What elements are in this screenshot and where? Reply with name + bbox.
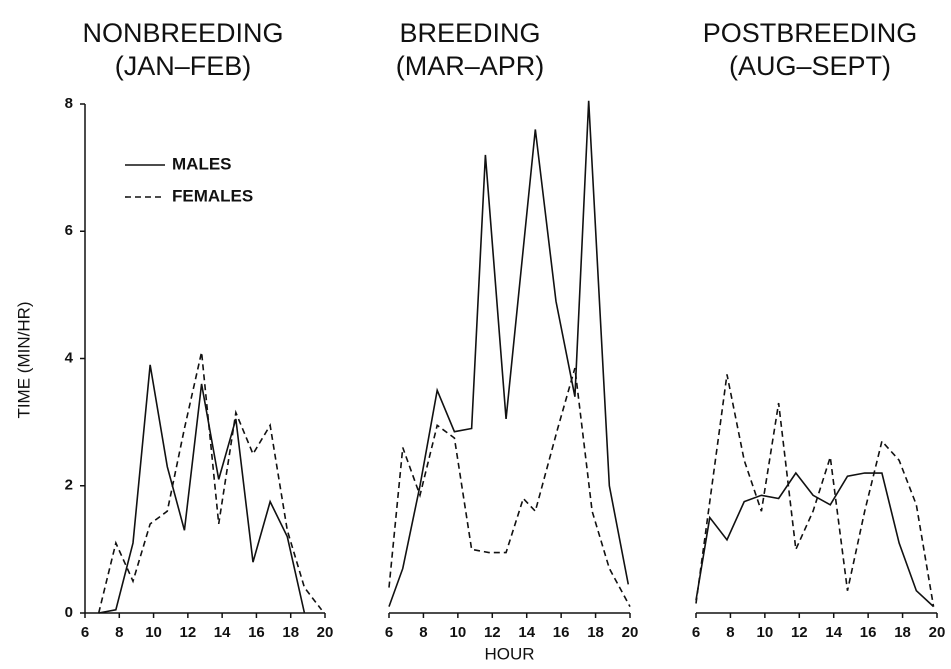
x-tick-label: 20 bbox=[622, 624, 639, 641]
panel-subtitle: (JAN–FEB) bbox=[115, 51, 252, 81]
y-tick-label: 6 bbox=[65, 222, 73, 239]
x-tick-label: 6 bbox=[692, 624, 700, 641]
panel-title: POSTBREEDING bbox=[703, 18, 918, 48]
x-tick-label: 16 bbox=[860, 624, 877, 641]
x-tick-label: 8 bbox=[726, 624, 734, 641]
panel-subtitle: (MAR–APR) bbox=[396, 51, 545, 81]
x-tick-label: 18 bbox=[587, 624, 604, 641]
x-tick-label: 14 bbox=[214, 624, 231, 641]
x-tick-label: 12 bbox=[791, 624, 808, 641]
y-tick-label: 2 bbox=[65, 477, 73, 494]
x-axis-label: HOUR bbox=[484, 644, 534, 663]
x-tick-label: 14 bbox=[825, 624, 842, 641]
x-tick-label: 10 bbox=[450, 624, 467, 641]
series-line bbox=[695, 374, 935, 607]
x-tick-label: 18 bbox=[282, 624, 299, 641]
x-tick-label: 8 bbox=[419, 624, 427, 641]
panel-title: NONBREEDING bbox=[82, 18, 283, 48]
series-line bbox=[695, 471, 935, 608]
series-line bbox=[388, 100, 630, 607]
series-line bbox=[97, 351, 323, 614]
x-tick-label: 10 bbox=[757, 624, 774, 641]
legend-label: MALES bbox=[172, 154, 232, 173]
x-tick-label: 16 bbox=[248, 624, 265, 641]
x-tick-label: 14 bbox=[518, 624, 535, 641]
x-tick-label: 12 bbox=[180, 624, 197, 641]
x-tick-label: 16 bbox=[553, 624, 570, 641]
x-tick-label: 6 bbox=[385, 624, 393, 641]
x-tick-label: 20 bbox=[317, 624, 334, 641]
x-tick-label: 6 bbox=[81, 624, 89, 641]
series-line bbox=[388, 367, 631, 608]
panel-title: BREEDING bbox=[399, 18, 540, 48]
x-tick-label: 18 bbox=[894, 624, 911, 641]
y-tick-label: 4 bbox=[65, 349, 74, 366]
series-line bbox=[98, 364, 306, 614]
x-tick-label: 8 bbox=[115, 624, 123, 641]
y-tick-label: 8 bbox=[65, 95, 73, 112]
y-axis-label: TIME (MIN/HR) bbox=[14, 301, 33, 418]
panel-subtitle: (AUG–SEPT) bbox=[729, 51, 891, 81]
x-tick-label: 20 bbox=[929, 624, 946, 641]
y-tick-label: 0 bbox=[65, 604, 73, 621]
x-tick-label: 12 bbox=[484, 624, 501, 641]
legend-label: FEMALES bbox=[172, 186, 253, 205]
x-tick-label: 10 bbox=[145, 624, 162, 641]
